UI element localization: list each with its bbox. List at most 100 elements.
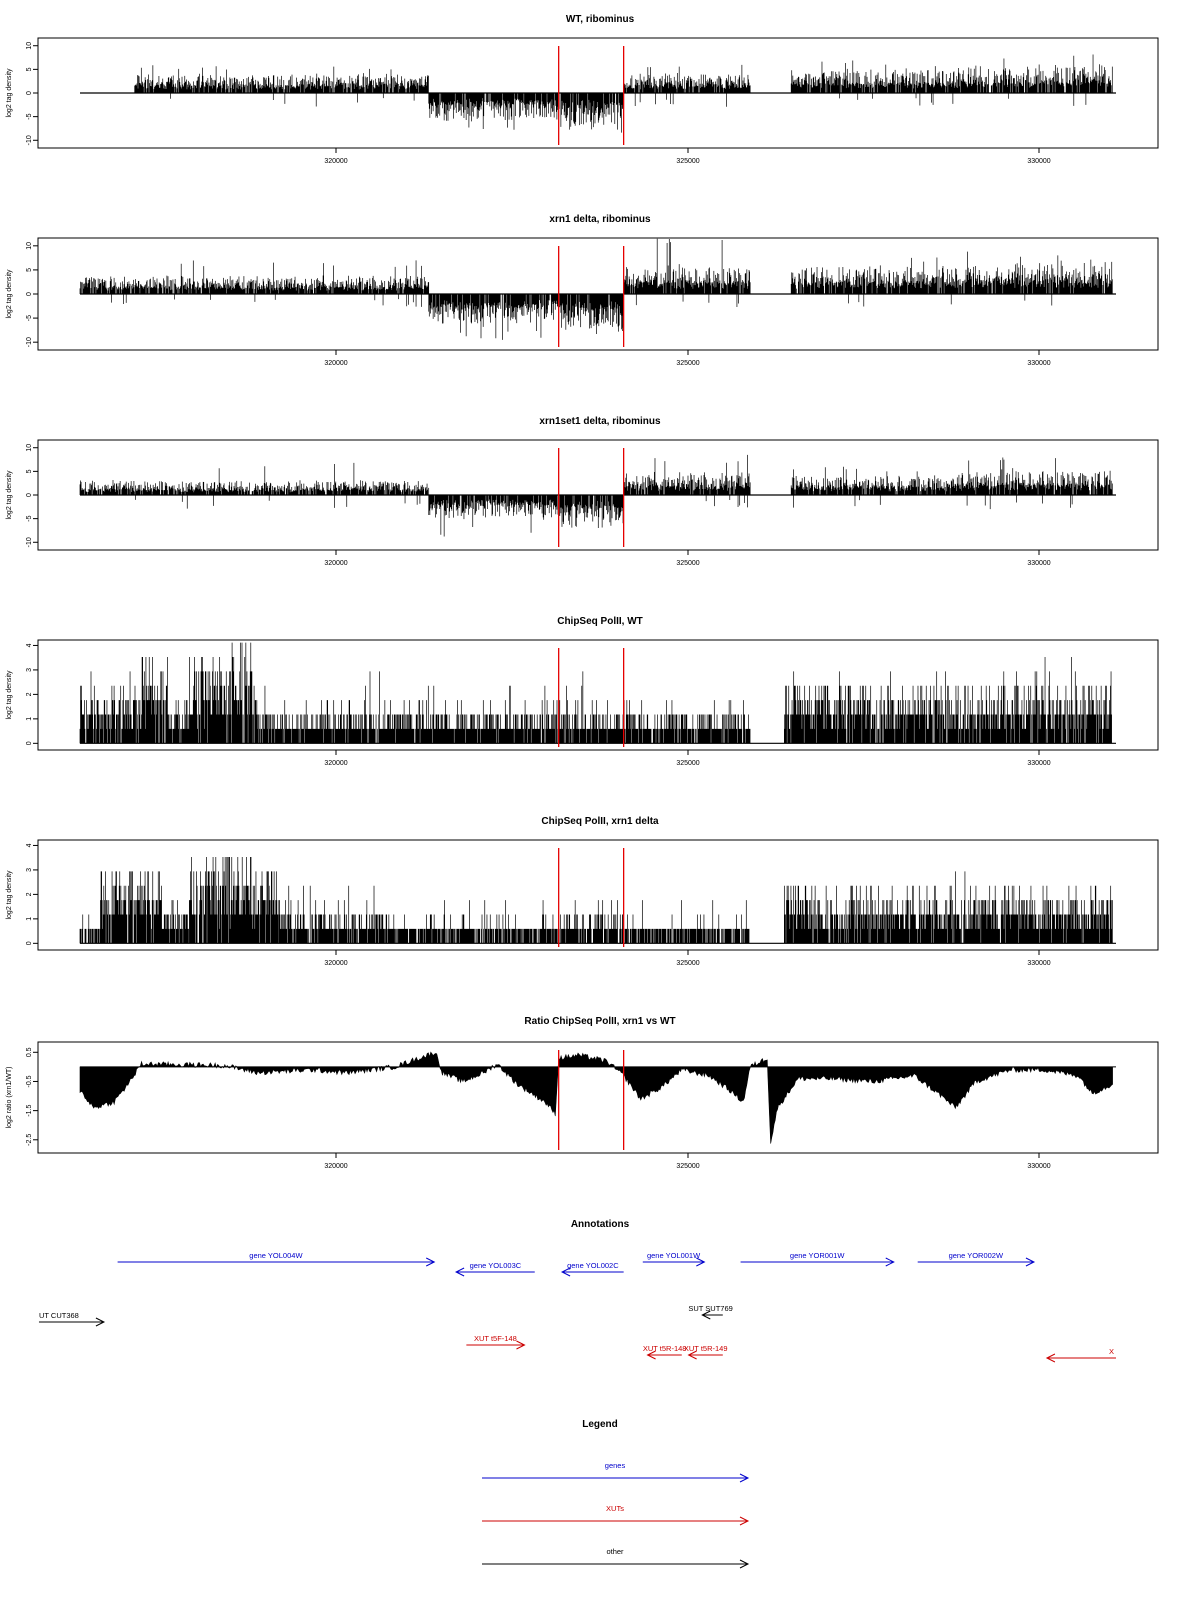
annotations-title: Annotations <box>571 1219 630 1230</box>
y-tick-label: -10 <box>26 537 33 547</box>
signal-bars <box>79 856 1113 944</box>
x-tick-label: 325000 <box>676 560 699 567</box>
annotation-label: XUT t5F-148 <box>474 1334 517 1343</box>
y-axis-label: log2 tag density <box>6 870 13 920</box>
x-tick-label: 330000 <box>1027 560 1050 567</box>
panel-title: xrn1set1 delta, ribominus <box>539 416 661 427</box>
x-tick-label: 320000 <box>324 1163 347 1170</box>
y-tick-label: -5 <box>26 315 33 321</box>
y-tick-label: -0.5 <box>26 1075 33 1087</box>
signal-series <box>79 642 1116 744</box>
y-axis-label: log2 tag density <box>6 269 13 319</box>
y-tick-label: 0 <box>26 741 33 745</box>
signal-bars <box>79 238 1113 340</box>
y-tick-label: 10 <box>26 242 33 250</box>
legend-entry: XUTs <box>482 1504 750 1526</box>
panel-title: ChipSeq PolII, WT <box>557 616 643 627</box>
annotation-feature: gene YOL003C <box>454 1261 535 1277</box>
annotation-label: gene YOL003C <box>470 1261 522 1270</box>
annotation-feature: gene YOL001W <box>642 1251 706 1267</box>
arrow-head <box>696 1257 706 1267</box>
signal-bars <box>79 454 1113 537</box>
x-tick-label: 330000 <box>1027 960 1050 967</box>
legend-label: other <box>606 1547 624 1556</box>
arrow-head <box>701 1310 711 1320</box>
legend-label: XUTs <box>606 1504 624 1513</box>
plot-frame <box>37 839 1159 951</box>
y-tick-label: 0.5 <box>26 1047 33 1057</box>
x-tick-label: 320000 <box>324 158 347 165</box>
y-tick-label: 5 <box>26 67 33 71</box>
arrow-head <box>425 1257 436 1267</box>
annotation-label: XUT t5R-149 <box>684 1344 728 1353</box>
arrow-head <box>739 1473 750 1483</box>
y-tick-label: 3 <box>26 868 33 872</box>
ratio-area <box>79 1051 1113 1144</box>
arrow-head <box>1045 1353 1056 1363</box>
y-tick-label: 0 <box>26 941 33 945</box>
annotations-panel: Annotations gene YOL004W gene YOL003C gene … <box>38 1219 1116 1363</box>
annotation-label: X <box>1109 1347 1114 1356</box>
arrow-head <box>516 1340 526 1350</box>
annotation-label: XUT t5R-148 <box>643 1344 687 1353</box>
x-tick-label: 320000 <box>324 560 347 567</box>
arrow-head <box>1025 1257 1036 1267</box>
annotation-feature: XUT t5R-149 <box>684 1344 728 1360</box>
annotation-feature: gene YOR002W <box>917 1251 1036 1267</box>
annotation-label: gene YOL002C <box>567 1261 619 1270</box>
y-tick-label: 2 <box>26 892 33 896</box>
arrow-head <box>885 1257 895 1267</box>
arrow-head <box>95 1317 106 1327</box>
annotation-label: UT CUT368 <box>39 1311 79 1320</box>
y-tick-label: 5 <box>26 268 33 272</box>
legend-entry: genes <box>482 1461 750 1483</box>
y-axis-label: log2 ratio (xrn1/WT) <box>6 1067 13 1129</box>
x-tick-label: 320000 <box>324 360 347 367</box>
arrow-head <box>560 1267 571 1277</box>
y-tick-label: 2 <box>26 692 33 696</box>
panel-title: xrn1 delta, ribominus <box>549 214 651 225</box>
y-axis-label: log2 tag density <box>6 68 13 118</box>
legend-entry: other <box>482 1547 750 1569</box>
x-tick-label: 325000 <box>676 360 699 367</box>
panel-title: Ratio ChipSeq PolII, xrn1 vs WT <box>524 1016 675 1027</box>
signal-series <box>79 238 1116 340</box>
x-tick-label: 325000 <box>676 960 699 967</box>
annotation-feature: gene YOL002C <box>560 1261 624 1277</box>
y-axis-label: log2 tag density <box>6 670 13 720</box>
chart-panel-5: ChipSeq PolII, xrn1 delta log2 tag densit… <box>6 816 1159 967</box>
annotation-feature: XUT t5F-148 <box>466 1334 526 1350</box>
chart-panel-2: xrn1 delta, ribominus log2 tag density 10 5… <box>6 214 1159 367</box>
panel-title: ChipSeq PolII, xrn1 delta <box>541 816 659 827</box>
annotation-feature: X <box>1045 1347 1116 1363</box>
y-tick-label: 4 <box>26 843 33 847</box>
chart-panel-3: xrn1set1 delta, ribominus log2 tag densit… <box>6 416 1159 567</box>
annotation-label: gene YOR002W <box>949 1251 1004 1260</box>
legend-title: Legend <box>582 1419 618 1430</box>
y-tick-label: -1.5 <box>26 1104 33 1116</box>
x-tick-label: 330000 <box>1027 158 1050 165</box>
signal-bars <box>79 642 1112 744</box>
x-tick-label: 330000 <box>1027 360 1050 367</box>
legend-panel: Legend genes XUTs other <box>482 1419 750 1569</box>
arrow-head <box>739 1516 750 1526</box>
annotation-feature: XUT t5R-148 <box>643 1344 687 1360</box>
x-tick-label: 320000 <box>324 760 347 767</box>
signal-series <box>80 54 1116 133</box>
y-tick-label: 1 <box>26 717 33 721</box>
legend-label: genes <box>605 1461 626 1470</box>
y-tick-label: 0 <box>26 91 33 95</box>
y-tick-label: 1 <box>26 917 33 921</box>
y-tick-label: -2.5 <box>26 1134 33 1146</box>
x-tick-label: 325000 <box>676 760 699 767</box>
chart-panel-1: WT, ribominus log2 tag density 10 5 0 -5 -10 32… <box>6 14 1159 165</box>
y-tick-label: 0 <box>26 292 33 296</box>
arrow-head <box>739 1559 750 1569</box>
y-tick-label: 10 <box>26 444 33 452</box>
panel-title: WT, ribominus <box>566 14 635 25</box>
signal-series <box>79 454 1116 537</box>
annotation-feature: SUT SUT769 <box>688 1304 733 1320</box>
x-tick-label: 325000 <box>676 158 699 165</box>
signal-bars <box>134 54 1113 133</box>
